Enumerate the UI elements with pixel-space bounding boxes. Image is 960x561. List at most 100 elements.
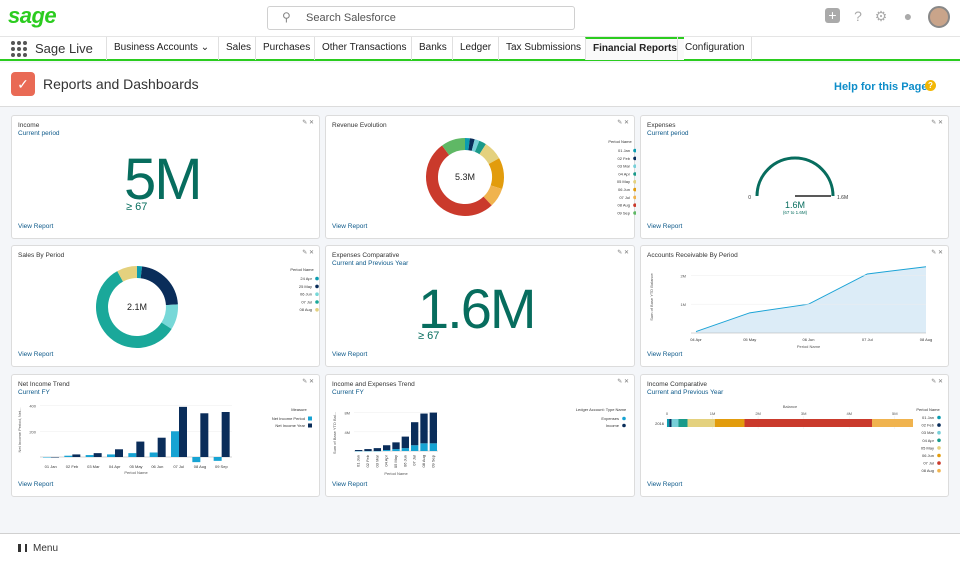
bar-income [383,445,391,451]
bar-expenses [429,443,437,451]
view-report-link[interactable]: View Report [647,481,683,488]
tab-ledger[interactable]: Ledger [452,37,498,60]
chevron-down-icon[interactable]: ⌄ [200,42,210,53]
help-question-icon[interactable]: ? [925,80,936,91]
revenue-donut-chart: 5.3M Period Name 01 Jan 02 Feb 03 Mar 04 Apr 0… [426,138,636,216]
legend-swatch [633,195,636,200]
sage-logo[interactable]: sage [8,3,57,28]
legend-swatch [633,148,636,153]
tab-other-transactions[interactable]: Other Transactions [314,37,413,60]
card-edit-close-icon[interactable]: ✎ ✕ [302,120,314,126]
help-icon[interactable]: ? [854,8,862,24]
x-tick-label: 5M [892,411,898,416]
tab-banks[interactable]: Banks [411,37,454,60]
avatar[interactable] [928,6,950,28]
row-label: 2016 [655,421,665,426]
bar-net-income-period [171,431,179,457]
slice-08-aug [117,266,138,282]
slice-02-feb [468,138,475,151]
revenue-evolution-card: Revenue Evolution ✎ ✕ 5.3M Period Name 01 … [325,115,636,239]
donut-center-value: 2.1M [127,302,147,312]
slice-25-may [140,266,178,306]
card-subtitle: Current period [18,130,60,137]
search-icon: ⚲ [282,10,291,24]
tab-tax-submissions[interactable]: Tax Submissions [498,37,588,60]
gauge-fill [755,156,835,197]
legend-label: 09 Sep [617,210,630,215]
x-axis-label: Balance [783,404,798,409]
segment-07-jul [744,419,872,427]
legend-swatch [633,211,636,215]
view-report-link[interactable]: View Report [647,351,683,358]
income-comparative-hbar-chart: Balance 0 1M 2M 3M 4M 5M 2016 Period Name 01 Jan 0… [655,404,941,473]
view-report-link[interactable]: View Report [332,351,368,358]
view-report-link[interactable]: View Report [332,481,368,488]
settings-gear-icon[interactable]: ⚙ [874,8,888,24]
card-edit-close-icon[interactable]: ✎ ✕ [931,120,943,126]
top-bar: sage ⚲ Search Salesforce + ? ⚙ ● [0,0,960,36]
gauge-min: 0 [748,195,751,201]
search-box[interactable]: ⚲ Search Salesforce [267,6,575,30]
legend-label: 04 Apr [618,171,630,176]
bar-expenses [401,448,409,451]
view-report-link[interactable]: View Report [18,223,54,230]
card-title: Sales By Period [18,252,65,259]
bar-net-income-period [85,455,94,457]
app-launcher-icon[interactable] [11,41,27,57]
legend-swatch [622,416,626,421]
slice-09-sep [442,138,466,156]
bar-income [420,413,428,444]
x-tick-label: 4M [846,411,852,416]
view-report-link[interactable]: View Report [18,351,54,358]
view-report-link[interactable]: View Report [18,481,54,488]
menu-button[interactable]: Menu [33,543,59,554]
card-edit-close-icon[interactable]: ✎ ✕ [931,250,943,256]
legend-label: 02 Feb [618,156,631,161]
y-axis-label: Net Income Period, Net... [17,408,22,453]
y-tick-label: 4M [344,430,350,435]
tab-financial-reports[interactable]: Financial Reports [585,37,684,60]
view-report-link[interactable]: View Report [647,223,683,230]
x-tick-label: 06 Jun [802,337,814,342]
legend-label: Income [606,423,620,428]
menu-icon[interactable] [18,544,27,552]
card-edit-close-icon[interactable]: ✎ ✕ [931,379,943,385]
help-link[interactable]: Help for this Page [834,81,928,93]
y-axis-label: Sum of Base YTD Bal... [332,412,337,454]
x-tick-label: 1M [710,411,716,416]
card-edit-close-icon[interactable]: ✎ ✕ [302,250,314,256]
page-title: Reports and Dashboards [43,76,199,92]
bar-net-income-period [149,452,158,457]
card-subtitle: Current and Previous Year [647,389,724,396]
reports-icon: ✓ [11,72,35,96]
legend-swatch [315,300,319,304]
x-axis-label: Period Name [124,470,148,475]
segment-06-jun [714,419,745,427]
search-input[interactable]: Search Salesforce [306,12,396,24]
main-nav: Sage Live Business Accounts ⌄ Sales Purc… [0,36,960,61]
legend-swatch [308,416,312,421]
tab-business-accounts[interactable]: Business Accounts ⌄ [106,37,216,60]
tab-sales[interactable]: Sales [218,37,258,60]
slice-03-mar [471,139,480,152]
card-edit-close-icon[interactable]: ✎ ✕ [302,379,314,385]
bar-expenses [383,450,391,451]
notification-bell-icon[interactable]: ● [903,8,913,24]
add-icon[interactable]: + [825,8,840,23]
x-tick-label: 01 Jan [356,455,361,467]
bar-net-income-period [128,453,137,457]
card-edit-close-icon[interactable]: ✎ ✕ [617,120,629,126]
card-edit-close-icon[interactable]: ✎ ✕ [617,250,629,256]
bar-net-income-period [107,454,115,457]
tab-configuration[interactable]: Configuration [677,37,753,60]
metric-value: 1.6M [418,277,536,340]
bar-net-income-year [136,441,145,457]
slice-08-aug [426,145,492,216]
x-tick-label: 03 Mar [87,464,100,469]
tab-purchases[interactable]: Purchases [255,37,317,60]
bar-net-income-year [157,437,166,457]
x-tick-label: 04 Apr [109,464,121,469]
view-report-link[interactable]: View Report [332,223,368,230]
card-edit-close-icon[interactable]: ✎ ✕ [617,379,629,385]
donut-center-value: 5.3M [455,172,475,182]
